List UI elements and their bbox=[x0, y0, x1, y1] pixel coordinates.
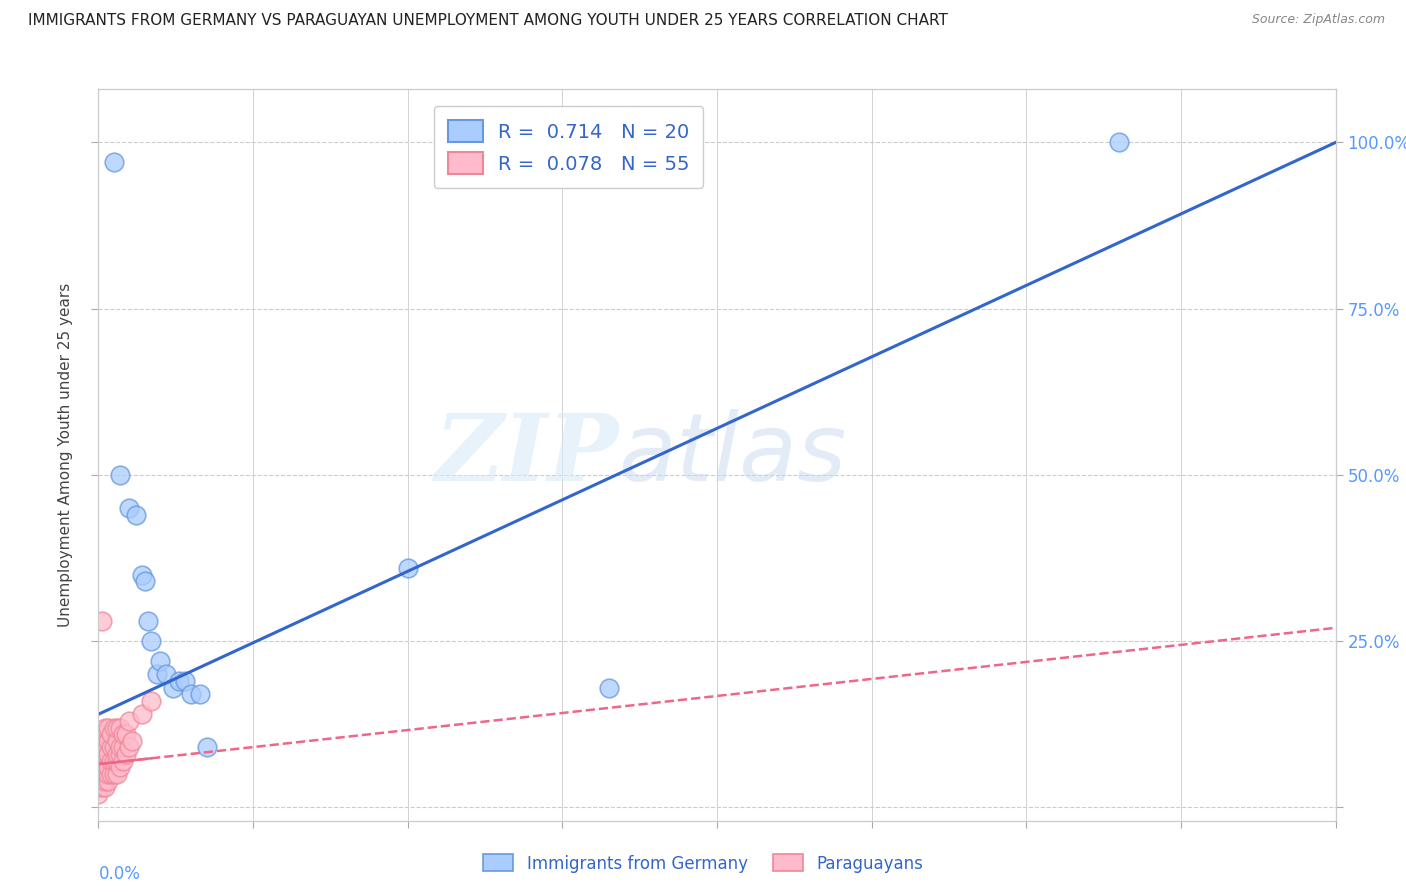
Point bbox=[93, 760, 115, 774]
Point bbox=[105, 747, 128, 761]
Point bbox=[103, 767, 125, 781]
Point bbox=[93, 780, 115, 795]
Point bbox=[118, 740, 141, 755]
Point bbox=[149, 654, 172, 668]
Point bbox=[108, 740, 131, 755]
Point bbox=[87, 767, 110, 781]
Point bbox=[195, 740, 218, 755]
Point bbox=[598, 681, 620, 695]
Point bbox=[139, 634, 162, 648]
Point bbox=[139, 694, 162, 708]
Point bbox=[90, 614, 112, 628]
Point bbox=[100, 754, 122, 768]
Point bbox=[131, 707, 153, 722]
Point bbox=[118, 501, 141, 516]
Point bbox=[108, 721, 131, 735]
Point bbox=[93, 721, 115, 735]
Text: IMMIGRANTS FROM GERMANY VS PARAGUAYAN UNEMPLOYMENT AMONG YOUTH UNDER 25 YEARS CO: IMMIGRANTS FROM GERMANY VS PARAGUAYAN UN… bbox=[28, 13, 948, 29]
Text: atlas: atlas bbox=[619, 409, 846, 500]
Point bbox=[93, 727, 115, 741]
Point bbox=[90, 773, 112, 788]
Point bbox=[97, 773, 120, 788]
Y-axis label: Unemployment Among Youth under 25 years: Unemployment Among Youth under 25 years bbox=[58, 283, 73, 627]
Point bbox=[90, 734, 112, 748]
Point bbox=[115, 747, 138, 761]
Point bbox=[124, 508, 146, 522]
Point bbox=[100, 767, 122, 781]
Legend: Immigrants from Germany, Paraguayans: Immigrants from Germany, Paraguayans bbox=[477, 847, 929, 880]
Point bbox=[100, 740, 122, 755]
Point bbox=[87, 760, 110, 774]
Point bbox=[112, 727, 135, 741]
Point bbox=[90, 747, 112, 761]
Point bbox=[180, 687, 202, 701]
Point bbox=[97, 760, 120, 774]
Point bbox=[87, 780, 110, 795]
Point bbox=[97, 734, 120, 748]
Point bbox=[100, 727, 122, 741]
Point bbox=[118, 714, 141, 728]
Text: Source: ZipAtlas.com: Source: ZipAtlas.com bbox=[1251, 13, 1385, 27]
Point bbox=[108, 467, 131, 482]
Point bbox=[112, 754, 135, 768]
Point bbox=[115, 727, 138, 741]
Point bbox=[103, 740, 125, 755]
Point bbox=[93, 773, 115, 788]
Point bbox=[174, 673, 197, 688]
Point bbox=[93, 767, 115, 781]
Point bbox=[97, 721, 120, 735]
Point bbox=[105, 767, 128, 781]
Point bbox=[396, 561, 419, 575]
Point bbox=[105, 734, 128, 748]
Point bbox=[108, 747, 131, 761]
Point bbox=[90, 740, 112, 755]
Point bbox=[90, 754, 112, 768]
Point bbox=[93, 740, 115, 755]
Point bbox=[103, 754, 125, 768]
Point bbox=[103, 721, 125, 735]
Point bbox=[97, 767, 120, 781]
Point bbox=[146, 667, 169, 681]
Point bbox=[90, 780, 112, 795]
Point bbox=[90, 767, 112, 781]
Text: ZIP: ZIP bbox=[434, 410, 619, 500]
Point bbox=[93, 747, 115, 761]
Legend: R =  0.714   N = 20, R =  0.078   N = 55: R = 0.714 N = 20, R = 0.078 N = 55 bbox=[434, 106, 703, 188]
Point bbox=[167, 673, 190, 688]
Point bbox=[105, 721, 128, 735]
Point bbox=[136, 614, 159, 628]
Point bbox=[87, 787, 110, 801]
Point bbox=[97, 747, 120, 761]
Point bbox=[103, 155, 125, 169]
Point bbox=[1108, 136, 1130, 150]
Text: 0.0%: 0.0% bbox=[98, 864, 141, 882]
Point bbox=[90, 760, 112, 774]
Point bbox=[162, 681, 184, 695]
Point bbox=[112, 740, 135, 755]
Point bbox=[131, 567, 153, 582]
Point bbox=[108, 760, 131, 774]
Point bbox=[190, 687, 212, 701]
Point bbox=[87, 773, 110, 788]
Point bbox=[105, 754, 128, 768]
Point bbox=[155, 667, 177, 681]
Point bbox=[121, 734, 143, 748]
Point bbox=[134, 574, 156, 589]
